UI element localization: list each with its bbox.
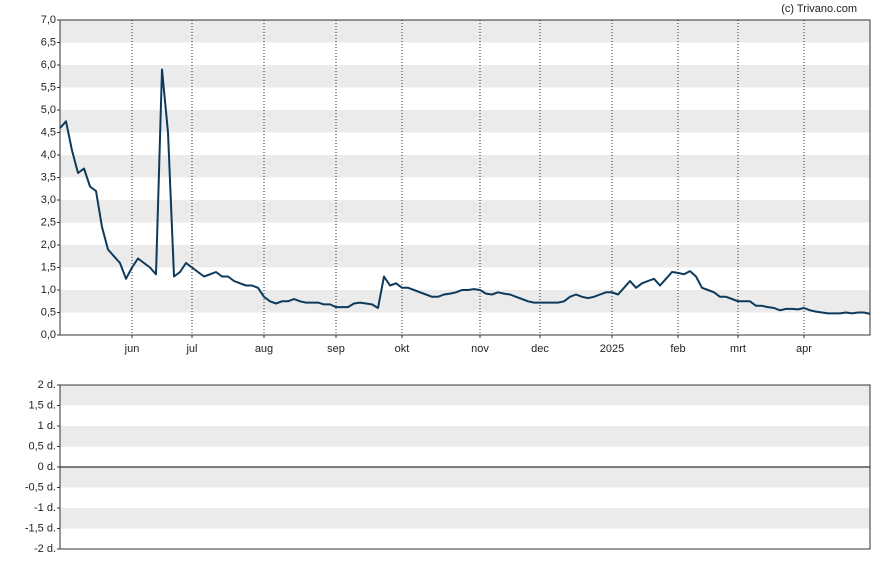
x-tick-label: mrt (730, 343, 746, 355)
y-tick-label: 2,0 (41, 239, 56, 251)
plot-frame (59, 19, 871, 336)
y-tick-label: 0,0 (41, 329, 56, 341)
y-tick-label: 1 d. (38, 420, 56, 432)
grid-band (60, 200, 870, 223)
x-tick-label: sep (327, 343, 345, 355)
y-tick-label: 2 d. (38, 379, 56, 391)
x-tick-label: jul (185, 343, 197, 355)
x-tick-label: apr (796, 343, 812, 355)
x-tick-label: okt (395, 343, 410, 355)
y-tick-label: 2,5 (41, 216, 56, 228)
grid-band (60, 385, 870, 406)
grid-band (60, 245, 870, 268)
grid-band (60, 110, 870, 133)
y-tick-label: -1 d. (34, 502, 56, 514)
y-tick-label: 0,5 (41, 306, 56, 318)
y-tick-label: 4,0 (41, 149, 56, 161)
y-tick-label: 3,0 (41, 194, 56, 206)
grid-band (60, 508, 870, 529)
grid-band (60, 467, 870, 488)
y-tick-label: 0,5 d. (28, 440, 56, 452)
x-tick-label: nov (471, 343, 489, 355)
grid-band (60, 65, 870, 88)
x-tick-label: aug (255, 343, 273, 355)
y-tick-label: 5,0 (41, 104, 56, 116)
grid-band (60, 155, 870, 178)
y-tick-label: 6,0 (41, 59, 56, 71)
grid-band (60, 20, 870, 43)
credit: (c) Trivano.com (781, 3, 857, 15)
x-tick-label: jun (124, 343, 140, 355)
y-tick-label: -2 d. (34, 543, 56, 555)
y-tick-label: 7,0 (41, 14, 56, 26)
y-tick-label: -1,5 d. (25, 522, 56, 534)
x-tick-label: feb (670, 343, 685, 355)
y-tick-label: -0,5 d. (25, 481, 56, 493)
plot-frame (59, 384, 871, 550)
y-tick-label: 1,0 (41, 284, 56, 296)
y-tick-label: 6,5 (41, 36, 56, 48)
y-tick-label: 3,5 (41, 171, 56, 183)
x-tick-label: dec (531, 343, 549, 355)
y-tick-label: 4,5 (41, 126, 56, 138)
price-line (59, 68, 871, 315)
grid-band (60, 426, 870, 447)
y-tick-label: 1,5 (41, 261, 56, 273)
y-tick-label: 5,5 (41, 81, 56, 93)
x-tick-label: 2025 (600, 343, 624, 355)
y-tick-label: 1,5 d. (28, 399, 56, 411)
y-tick-label: 0 d. (38, 461, 56, 473)
